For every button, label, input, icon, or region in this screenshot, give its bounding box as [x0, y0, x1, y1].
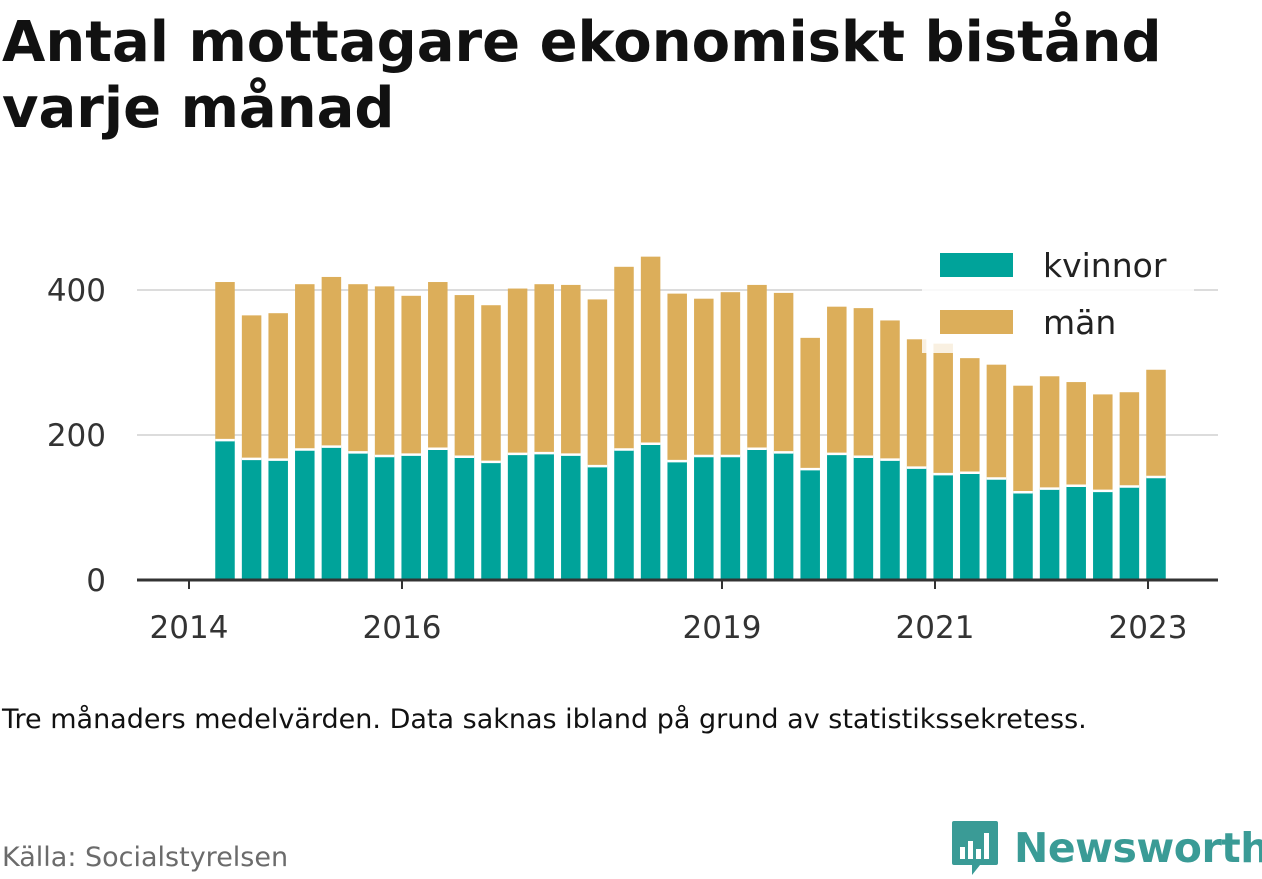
- newsworthy-logo: Newsworthy: [950, 818, 1262, 878]
- bar-kvinnor: [880, 459, 900, 580]
- bar-man: [773, 292, 794, 453]
- bar-kvinnor: [454, 456, 475, 580]
- bar-man: [321, 276, 342, 447]
- source-credit: Källa: Socialstyrelsen: [2, 842, 289, 873]
- bar-man: [933, 343, 953, 475]
- bar-kvinnor: [428, 448, 448, 580]
- bar-man: [906, 339, 927, 468]
- bar-man: [614, 266, 634, 450]
- bar-kvinnor: [960, 472, 980, 580]
- x-tick-label: 2014: [150, 610, 229, 646]
- bar-kvinnor: [295, 449, 315, 580]
- bar-kvinnor: [215, 440, 235, 580]
- bar-man: [454, 295, 475, 457]
- bar-man: [268, 313, 288, 460]
- bar-man: [215, 282, 235, 441]
- x-tick-label: 2019: [683, 610, 762, 646]
- bar-kvinnor: [587, 466, 608, 580]
- bar-kvinnor: [694, 456, 714, 580]
- x-axis-ticks: 2014 2016 2019 2021 2023: [150, 580, 1188, 646]
- bar-man: [694, 298, 714, 457]
- brand-name: Newsworthy: [1014, 824, 1262, 872]
- bar-kvinnor: [507, 453, 528, 580]
- chart-title: Antal mottagare ekonomiskt bistånd varje…: [2, 10, 1162, 141]
- y-axis-ticks: 0 200 400: [47, 273, 106, 599]
- x-tick-label: 2023: [1109, 610, 1188, 646]
- bar-man: [800, 337, 820, 470]
- bar-kvinnor: [1146, 477, 1166, 580]
- bar-kvinnor: [800, 469, 820, 580]
- legend-label-man: män: [1043, 303, 1116, 342]
- bar-kvinnor: [401, 454, 421, 580]
- bar-kvinnor: [1013, 492, 1033, 580]
- x-tick-label: 2021: [896, 610, 975, 646]
- bar-kvinnor: [481, 461, 501, 580]
- bar-kvinnor: [1093, 490, 1113, 580]
- bar-man: [507, 288, 528, 454]
- bar-kvinnor: [986, 478, 1007, 580]
- bar-kvinnor: [853, 456, 874, 580]
- bar-kvinnor: [561, 454, 581, 580]
- bar-kvinnor: [534, 453, 554, 580]
- bar-kvinnor: [827, 453, 847, 580]
- bar-kvinnor: [773, 452, 794, 580]
- bar-man: [587, 299, 608, 467]
- bar-man: [1013, 385, 1033, 493]
- bar-man: [880, 320, 900, 460]
- y-tick-label: 0: [86, 563, 106, 599]
- bar-man: [1066, 382, 1086, 486]
- bar-man: [720, 292, 741, 457]
- bar-man: [667, 293, 687, 462]
- bar-kvinnor: [374, 456, 395, 580]
- bar-man: [241, 315, 262, 459]
- bar-kvinnor: [1039, 488, 1060, 580]
- bar-man: [348, 284, 368, 453]
- y-tick-label: 200: [47, 418, 106, 454]
- legend: kvinnor män: [922, 238, 1194, 353]
- bar-man: [1093, 394, 1113, 491]
- bar-kvinnor: [614, 449, 634, 580]
- bar-kvinnor: [1119, 486, 1140, 580]
- bar-chart-speech-bubble-icon: [952, 821, 998, 875]
- x-tick-label: 2016: [363, 610, 442, 646]
- bar-man: [1039, 376, 1060, 489]
- bar-man: [481, 305, 501, 462]
- bar-kvinnor: [348, 452, 368, 580]
- bar-man: [295, 284, 315, 450]
- stacked-bar-chart: 2014 2016 2019 2021 2023 0 200 400 kvinnor män: [46, 238, 1218, 646]
- y-tick-label: 400: [47, 273, 106, 309]
- bar-man: [401, 295, 421, 455]
- bar-man: [534, 284, 554, 454]
- legend-label-kvinnor: kvinnor: [1043, 246, 1167, 285]
- bar-kvinnor: [640, 443, 661, 580]
- bar-man: [428, 282, 448, 449]
- bar-kvinnor: [268, 459, 288, 580]
- bar-kvinnor: [321, 446, 342, 580]
- bar-kvinnor: [1066, 485, 1086, 580]
- bar-man: [960, 358, 980, 473]
- bars: [215, 256, 1166, 580]
- bar-man: [1119, 392, 1140, 487]
- chart-footnote: Tre månaders medelvärden. Data saknas ib…: [2, 704, 1087, 735]
- bar-kvinnor: [906, 467, 927, 580]
- bar-man: [827, 306, 847, 454]
- bar-man: [1146, 369, 1166, 478]
- bar-man: [561, 284, 581, 455]
- bar-kvinnor: [747, 448, 767, 580]
- bar-kvinnor: [241, 458, 262, 580]
- bar-man: [853, 308, 874, 457]
- bar-kvinnor: [933, 474, 953, 580]
- legend-swatch-man: [940, 310, 1013, 334]
- bar-kvinnor: [667, 461, 687, 580]
- bar-man: [747, 284, 767, 449]
- bar-man: [374, 286, 395, 457]
- bar-man: [986, 364, 1007, 479]
- legend-swatch-kvinnor: [940, 253, 1013, 277]
- bar-kvinnor: [720, 456, 741, 580]
- bar-man: [640, 256, 661, 444]
